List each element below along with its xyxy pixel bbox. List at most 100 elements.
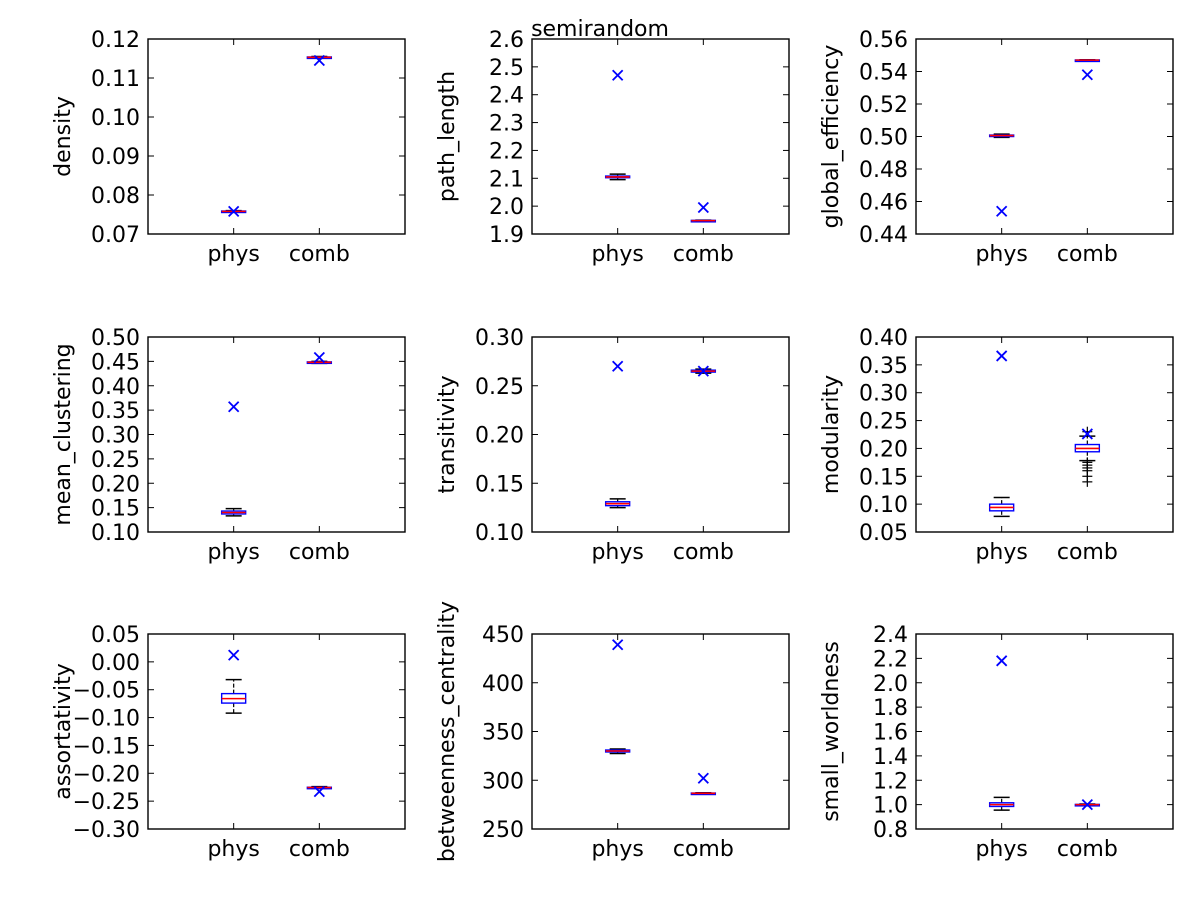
x-tick-label: phys [591,837,643,862]
y-tick-label: 0.40 [91,375,140,400]
y-axis-label: assortativity [51,663,76,800]
y-tick-label: 2.4 [489,84,524,109]
box-comb [1074,59,1101,63]
axes-frame [531,38,790,235]
y-tick-label: 0.15 [91,497,140,522]
box-phys [988,133,1015,139]
y-tick-label: 2.0 [873,672,908,697]
reference-marker-comb [313,54,325,67]
marker-stroke [228,205,240,218]
box-comb [306,55,333,60]
x-tick-label: comb [1057,242,1118,267]
x-tick-label: phys [591,540,643,565]
y-tick-label: 1.4 [873,745,908,770]
y-tick-label: −0.05 [73,679,140,704]
y-axis-label: transitivity [435,375,460,493]
y-tick-label: 0.30 [91,424,140,449]
y-tick-label: 300 [482,769,524,794]
y-axis-label: small_worldness [819,641,844,822]
y-axis-label: density [51,96,76,177]
y-tick-label: 1.8 [873,696,908,721]
axes-frame [531,336,790,533]
y-tick-label: 0.35 [91,399,140,424]
y-tick-label: 0.10 [91,521,140,546]
figure-suptitle: semirandom [531,17,669,42]
y-tick-label: −0.25 [73,790,140,815]
y-tick-label: 0.00 [91,651,140,676]
reference-marker-comb [1081,798,1093,811]
subplot-grid: 0.07 0.08 0.09 0.10 0.11 0.12 phys comb density 1… [51,28,1174,862]
y-tick-label: 0.35 [859,354,908,379]
y-tick-label: 0.25 [91,448,140,473]
x-tick-label: comb [289,540,350,565]
x-tick-label: comb [289,837,350,862]
marker-stroke [697,365,709,377]
y-tick-label: 1.6 [873,721,908,746]
y-tick-label: 0.8 [873,818,908,843]
subplot-global-efficiency: 0.44 0.46 0.48 0.50 0.52 0.54 0.56 phys comb glob… [819,28,1174,267]
x-tick-label: phys [975,242,1027,267]
y-tick-label: 0.12 [91,28,140,53]
y-tick-label: 0.15 [859,465,908,490]
reference-marker-phys [996,655,1008,667]
marker-stroke [996,205,1008,217]
y-tick-label: −0.20 [73,762,140,787]
x-tick-label: comb [1057,540,1118,565]
y-tick-label: 0.44 [859,223,908,248]
y-tick-label: 400 [482,672,524,697]
reference-marker-phys [612,360,624,372]
box-phys [988,796,1015,811]
y-tick-label: 0.50 [91,326,140,351]
y-tick-label: 0.08 [91,184,140,209]
reference-marker-phys [612,69,624,81]
box-phys [604,173,631,181]
marker-stroke [996,350,1008,362]
subplot-transitivity: 0.10 0.15 0.20 0.25 0.30 phys comb transitivity [435,326,790,565]
y-tick-label: 0.20 [91,472,140,497]
y-tick-label: 0.25 [859,410,908,435]
y-tick-label: 2.5 [489,56,524,81]
reference-marker-phys [996,205,1008,217]
x-tick-label: phys [591,242,643,267]
marker-stroke [313,786,325,798]
reference-marker-comb [697,365,709,377]
axes-frame [147,38,406,235]
y-tick-label: 0.30 [475,326,524,351]
axes-frame [531,633,790,830]
box-comb [690,791,717,796]
y-tick-label: 0.52 [859,93,908,118]
reference-marker-comb [313,786,325,798]
x-tick-label: comb [673,540,734,565]
y-tick-label: 0.05 [859,521,908,546]
box-comb [690,219,717,223]
marker-stroke [1081,798,1093,811]
y-tick-label: −0.15 [73,734,140,759]
box-phys [988,496,1015,518]
x-tick-label: phys [207,242,259,267]
y-tick-label: 0.09 [91,145,140,170]
subplot-assortativity: −0.30 −0.25 −0.20 −0.15−0.10 −0.05 0.00 0.05 ph… [51,623,406,862]
axes-frame [915,336,1174,533]
y-tick-label: 0.11 [91,67,140,92]
marker-stroke [1081,428,1093,440]
subplot-mean-clustering: 0.100.150.200.250.300.350.400.450.50 phys… [51,326,406,565]
y-tick-label: 0.46 [859,191,908,216]
y-tick-label: 0.07 [91,223,140,248]
reference-marker-comb [697,772,709,784]
reference-marker-comb [697,201,709,214]
y-axis-label: mean_clustering [51,343,76,525]
axes-frame [147,633,406,830]
marker-stroke [228,401,240,413]
marker-stroke [612,69,624,81]
subplot-path-length: 1.9 2.0 2.1 2.22.3 2.4 2.5 2.6 phys comb path_len… [435,28,790,267]
marker-stroke [313,351,325,364]
y-tick-label: 1.0 [873,794,908,819]
y-tick-label: 2.1 [489,167,524,192]
reference-marker-comb [1081,69,1093,81]
y-tick-label: 0.20 [859,437,908,462]
y-tick-label: −0.30 [73,818,140,843]
marker-stroke [612,360,624,372]
y-tick-label: 0.05 [91,623,140,648]
y-tick-label: 0.10 [91,106,140,131]
